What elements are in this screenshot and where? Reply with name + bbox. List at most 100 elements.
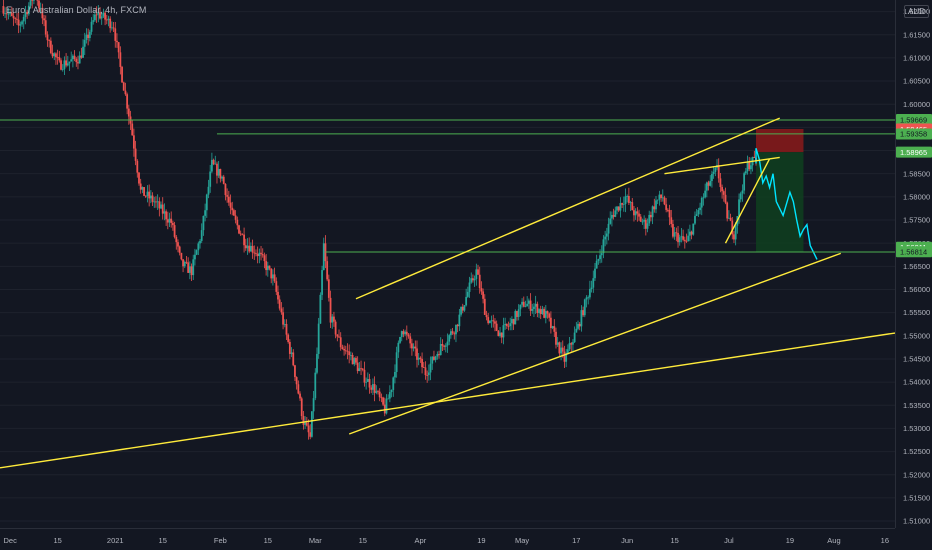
candle-body <box>344 350 347 352</box>
candle-body <box>92 20 95 22</box>
candle <box>443 344 446 351</box>
candle <box>448 333 451 346</box>
candle-body <box>61 69 64 71</box>
candle <box>346 343 349 360</box>
currency-badge[interactable]: AUD <box>904 5 929 18</box>
candle <box>446 333 449 353</box>
price-tick-label: 1.57500 <box>903 216 930 225</box>
candle-body <box>656 199 659 201</box>
trendline <box>664 156 780 175</box>
candle <box>502 317 505 345</box>
candle <box>22 14 25 30</box>
price-tick-label: 1.56000 <box>903 285 930 294</box>
candle <box>63 56 66 75</box>
candle-body <box>397 342 400 353</box>
candle <box>636 207 639 222</box>
candle <box>195 249 198 256</box>
candle <box>646 218 649 233</box>
candle <box>419 356 422 363</box>
candle-body <box>461 306 464 311</box>
candle-body <box>178 246 181 253</box>
candle-body <box>402 331 405 335</box>
candle <box>388 385 391 403</box>
candle <box>256 246 259 264</box>
time-axis[interactable]: Dec 15 2021 15 Feb 15 Mar 15 Apr 19 May 17 Jun 15 Jul 1… <box>0 528 895 546</box>
time-tick-label: 15 <box>264 536 272 545</box>
price-tick-label: 1.56500 <box>903 262 930 271</box>
candle-body <box>253 252 256 254</box>
candle <box>717 158 720 183</box>
candle <box>631 198 634 211</box>
candle-body <box>173 225 176 237</box>
candle-body <box>121 66 123 83</box>
candle <box>422 362 425 368</box>
candle-body <box>492 320 495 322</box>
candle <box>400 330 403 342</box>
candle-body <box>560 347 562 354</box>
price-axis[interactable]: 1.620001.615001.610001.605001.600001.595… <box>895 0 932 550</box>
candle-body <box>117 42 120 53</box>
candle-body <box>134 148 137 161</box>
candle <box>363 361 366 387</box>
candle-body <box>366 379 369 382</box>
candle <box>268 265 271 271</box>
candle-body <box>705 182 708 191</box>
candle-body <box>82 46 84 58</box>
candle <box>97 5 100 23</box>
candle-body <box>539 309 542 314</box>
candle-body <box>200 230 203 241</box>
price-tick-label: 1.60000 <box>903 100 930 109</box>
candle <box>507 321 510 331</box>
candle <box>127 104 130 125</box>
candle <box>92 14 95 25</box>
candle <box>339 332 342 351</box>
candle-body <box>239 233 242 235</box>
candle-body <box>10 12 13 16</box>
candle <box>570 341 573 352</box>
candle-body <box>621 203 623 205</box>
candle <box>616 206 618 215</box>
price-tick-label: 1.51500 <box>903 493 930 502</box>
candle <box>731 217 734 240</box>
candle <box>68 61 71 71</box>
candle-body <box>595 260 598 269</box>
candle <box>653 198 656 213</box>
candle <box>60 58 62 71</box>
candle-body <box>624 196 627 205</box>
candle-body <box>605 233 608 237</box>
candle-body <box>499 332 501 337</box>
candle-body <box>305 422 308 426</box>
candle <box>251 239 254 259</box>
candle-body <box>272 274 274 279</box>
candle-body <box>573 332 576 343</box>
candle <box>61 64 64 72</box>
candle-body <box>682 236 685 240</box>
candle-body <box>27 5 30 15</box>
candle <box>750 157 752 175</box>
candle-body <box>543 308 546 318</box>
candle <box>358 361 361 372</box>
candle <box>95 6 98 23</box>
candle <box>656 199 659 205</box>
candle-body <box>417 357 420 360</box>
candle-body <box>394 371 396 378</box>
candle-body <box>651 206 654 218</box>
candle <box>46 31 49 47</box>
candle <box>307 419 310 440</box>
candle-body <box>631 202 634 211</box>
candle-body <box>553 326 556 332</box>
candle-body <box>12 15 15 19</box>
candles <box>2 0 757 440</box>
candle <box>373 376 376 402</box>
candle <box>624 188 627 213</box>
candle-body <box>399 336 401 343</box>
candle-body <box>648 214 651 224</box>
candle <box>102 8 105 18</box>
candle <box>283 319 286 328</box>
candle-body <box>119 52 122 67</box>
candle-body <box>463 305 466 311</box>
candle <box>429 356 432 381</box>
candle <box>692 223 695 236</box>
